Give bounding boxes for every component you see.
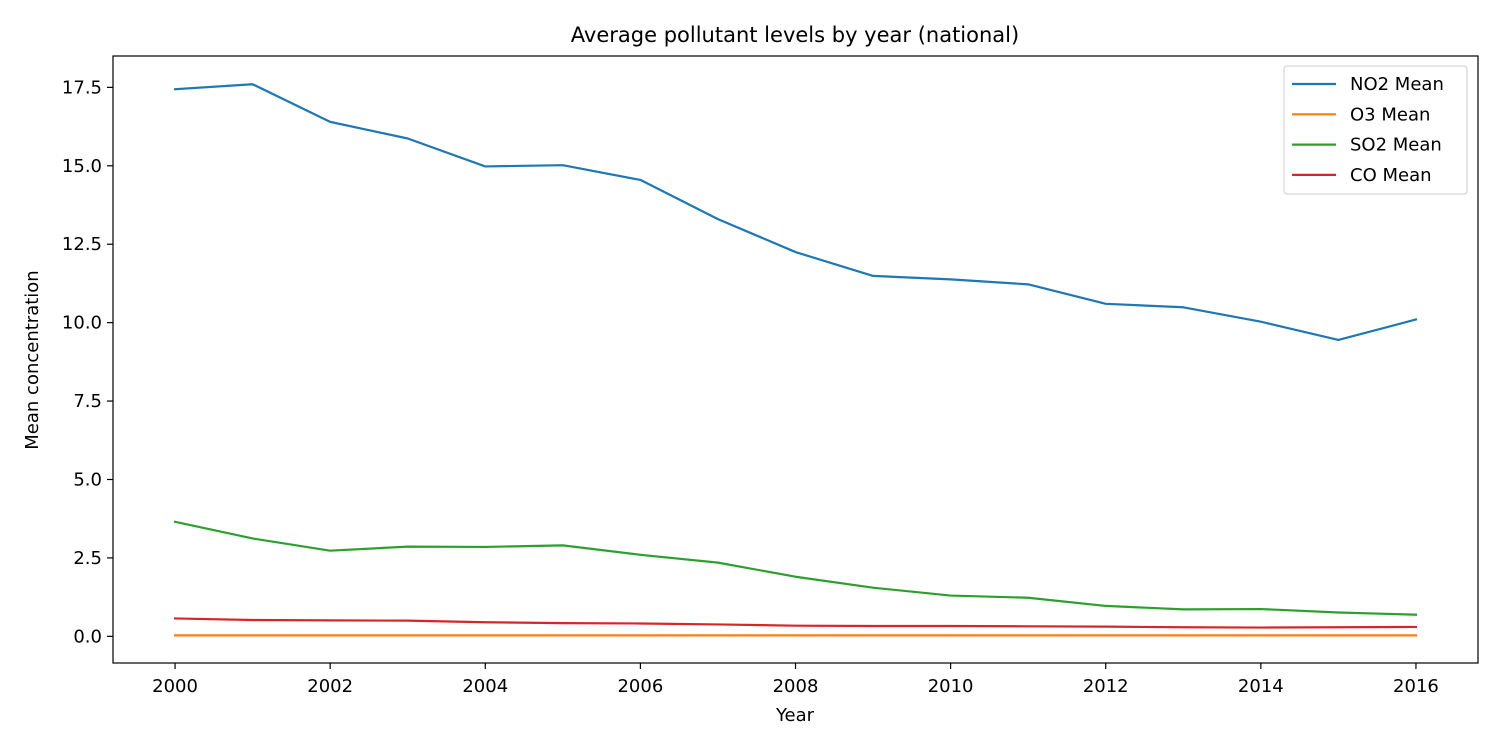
x-tick-label: 2006 bbox=[617, 676, 663, 697]
y-tick-label: 17.5 bbox=[62, 77, 102, 98]
y-tick-label: 10.0 bbox=[62, 313, 102, 334]
legend-label: O3 Mean bbox=[1350, 104, 1430, 125]
y-axis: 0.0 2.5 5.0 7.5 10.0 12.5 15.0 17.5 bbox=[62, 77, 113, 647]
x-tick-label: 2002 bbox=[307, 676, 353, 697]
y-tick-label: 7.5 bbox=[73, 391, 102, 412]
legend-label: CO Mean bbox=[1350, 165, 1432, 186]
y-tick-label: 2.5 bbox=[73, 548, 102, 569]
legend-label: NO2 Mean bbox=[1350, 74, 1444, 95]
chart-title: Average pollutant levels by year (nation… bbox=[571, 23, 1019, 47]
series-lines bbox=[173, 83, 1418, 637]
series-co-mean bbox=[173, 617, 1418, 629]
legend-box bbox=[1283, 65, 1468, 195]
x-tick-label: 2010 bbox=[928, 676, 974, 697]
y-axis-label: Mean concentration bbox=[22, 270, 43, 449]
series-so2-mean bbox=[173, 520, 1418, 616]
y-tick-label: 5.0 bbox=[73, 469, 102, 490]
y-tick-label: 15.0 bbox=[62, 156, 102, 177]
x-axis-label: Year bbox=[775, 705, 815, 726]
legend-items: NO2 Mean O3 Mean SO2 Mean CO Mean bbox=[1292, 74, 1444, 186]
x-axis: 2000 2002 2004 2006 2008 2010 2012 2014 2016 bbox=[152, 663, 1439, 697]
legend: NO2 Mean O3 Mean SO2 Mean CO Mean bbox=[1283, 65, 1468, 195]
y-tick-label: 0.0 bbox=[73, 626, 102, 647]
x-tick-label: 2000 bbox=[152, 676, 198, 697]
x-tick-label: 2008 bbox=[773, 676, 819, 697]
legend-item-no2-mean: NO2 Mean bbox=[1292, 74, 1444, 95]
legend-item-so2-mean: SO2 Mean bbox=[1292, 135, 1442, 156]
legend-label: SO2 Mean bbox=[1350, 135, 1442, 156]
x-tick-label: 2014 bbox=[1238, 676, 1284, 697]
plot-area: 2000 2002 2004 2006 2008 2010 2012 2014 2016 0.0… bbox=[62, 55, 1479, 697]
series-no2-mean bbox=[173, 83, 1418, 341]
y-tick-label: 12.5 bbox=[62, 234, 102, 255]
x-tick-label: 2016 bbox=[1393, 676, 1439, 697]
x-tick-label: 2012 bbox=[1083, 676, 1129, 697]
x-tick-label: 2004 bbox=[462, 676, 508, 697]
legend-item-o3-mean: O3 Mean bbox=[1292, 104, 1430, 125]
legend-item-co-mean: CO Mean bbox=[1292, 165, 1432, 186]
